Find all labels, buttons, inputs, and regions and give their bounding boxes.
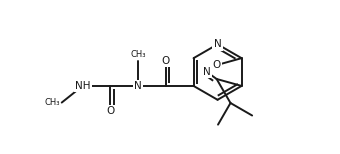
- Text: O: O: [212, 60, 221, 70]
- Text: NH: NH: [75, 81, 90, 91]
- Text: N: N: [203, 67, 211, 77]
- Text: O: O: [162, 56, 170, 66]
- Text: CH₃: CH₃: [44, 98, 60, 107]
- Text: O: O: [106, 106, 115, 116]
- Text: N: N: [134, 81, 142, 91]
- Text: CH₃: CH₃: [130, 50, 146, 59]
- Text: N: N: [214, 39, 221, 49]
